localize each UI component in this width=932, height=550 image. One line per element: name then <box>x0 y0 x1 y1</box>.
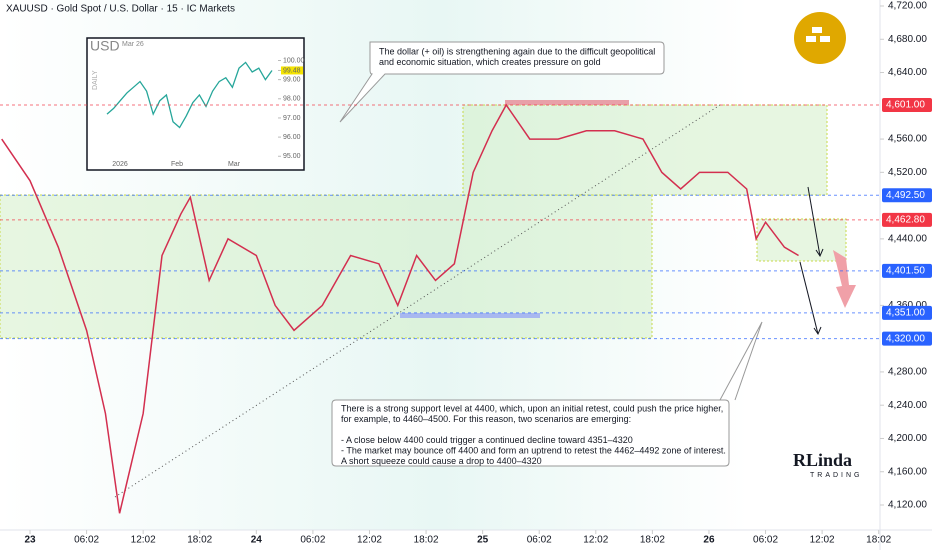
level-box <box>882 188 932 203</box>
x-tick-label: 06:02 <box>753 535 778 546</box>
annotation-line: A short squeeze could cause a drop to 44… <box>341 456 542 466</box>
level-box <box>882 212 932 227</box>
level-label: 4,320.00 <box>886 333 925 344</box>
inset-y-tick-label: 97.00 <box>283 115 301 122</box>
x-tick-label: 25 <box>477 535 489 546</box>
y-tick-label: 4,680.00 <box>888 34 927 45</box>
x-tick-label: 06:02 <box>74 535 99 546</box>
annotation-line: There is a strong support level at 4400,… <box>341 403 723 413</box>
level-label: 4,401.50 <box>886 266 925 277</box>
arrow-head <box>813 326 822 336</box>
zone <box>756 218 847 262</box>
inset-price-box <box>281 66 303 75</box>
inset-y-tick-label: 100.00 <box>283 57 305 64</box>
y-tick-label: 4,240.00 <box>888 400 927 411</box>
inset-y-tick-label: 98.00 <box>283 96 301 103</box>
inset-line <box>106 61 273 129</box>
inset-x-tick-label: Mar <box>228 161 241 168</box>
inset-y-tick-label: 99.00 <box>283 76 301 83</box>
x-tick-label: 12:02 <box>810 535 835 546</box>
inset-date: Mar 26 <box>122 41 144 48</box>
level-box <box>882 331 932 346</box>
x-tick-label: 18:02 <box>414 535 439 546</box>
zone <box>0 194 653 339</box>
x-tick-label: 18:02 <box>866 535 891 546</box>
x-tick-label: 06:02 <box>527 535 552 546</box>
callout <box>331 321 763 467</box>
callout <box>339 41 665 123</box>
trend-line <box>114 104 721 498</box>
arrow-head <box>815 248 824 258</box>
y-tick-label: 4,360.00 <box>888 300 927 311</box>
x-tick-label: 26 <box>703 535 715 546</box>
y-tick-label: 4,560.00 <box>888 134 927 145</box>
gold-bars <box>806 27 830 42</box>
x-tick-label: 12:02 <box>131 535 156 546</box>
y-tick-label: 4,440.00 <box>888 234 927 245</box>
logo-subtext: TRADING <box>810 472 863 479</box>
x-tick-label: 06:02 <box>300 535 325 546</box>
y-tick-label: 4,720.00 <box>888 1 927 12</box>
x-tick-label: 24 <box>251 535 263 546</box>
level-box <box>882 97 932 112</box>
x-tick-label: 23 <box>24 535 36 546</box>
annotation-line: and economic situation, which creates pr… <box>379 57 601 67</box>
inset-y-tick-label: 95.00 <box>283 153 301 160</box>
x-tick-label: 18:02 <box>640 535 665 546</box>
marker-bar <box>505 100 629 105</box>
inset-x-tick-label: 2026 <box>112 161 128 168</box>
level-label: 4,492.50 <box>886 190 925 201</box>
level-label: 4,462.80 <box>886 215 925 226</box>
chart-title: XAUUSD · Gold Spot / U.S. Dollar · 15 · … <box>6 4 235 15</box>
inset-y-tick-label: 96.00 <box>283 134 301 141</box>
level-label: 4,351.00 <box>886 308 925 319</box>
arrow <box>807 186 821 257</box>
x-tick-label: 12:02 <box>583 535 608 546</box>
x-tick-label: 12:02 <box>357 535 382 546</box>
marker-bar <box>400 313 540 318</box>
price-line <box>1 103 799 514</box>
level-label: 4,601.00 <box>886 100 925 111</box>
inset-x-tick-label: Feb <box>171 161 183 168</box>
y-tick-label: 4,200.00 <box>888 433 927 444</box>
down-arrow <box>833 250 856 308</box>
logo-text: RLinda <box>793 450 852 470</box>
level-box <box>882 305 932 320</box>
annotation-line: - The market may bounce off 4400 and for… <box>341 445 726 455</box>
annotation-line: - A close below 4400 could trigger a con… <box>341 435 633 445</box>
annotation-line: for example, to 4460–4500. For this reas… <box>341 414 631 424</box>
level-box <box>882 263 932 278</box>
y-tick-label: 4,120.00 <box>888 500 927 511</box>
arrow <box>799 261 819 335</box>
zone <box>462 104 828 196</box>
inset-side-label: DAILY <box>92 70 99 90</box>
y-tick-label: 4,520.00 <box>888 167 927 178</box>
annotation-line: The dollar (+ oil) is strengthening agai… <box>379 46 655 56</box>
inset-frame <box>86 37 305 171</box>
y-tick-label: 4,160.00 <box>888 466 927 477</box>
y-tick-label: 4,640.00 <box>888 67 927 78</box>
y-tick-label: 4,280.00 <box>888 367 927 378</box>
x-tick-label: 18:02 <box>187 535 212 546</box>
inset-y-tick-label: 99.48 <box>283 67 301 74</box>
inset-title: USD <box>90 38 120 54</box>
